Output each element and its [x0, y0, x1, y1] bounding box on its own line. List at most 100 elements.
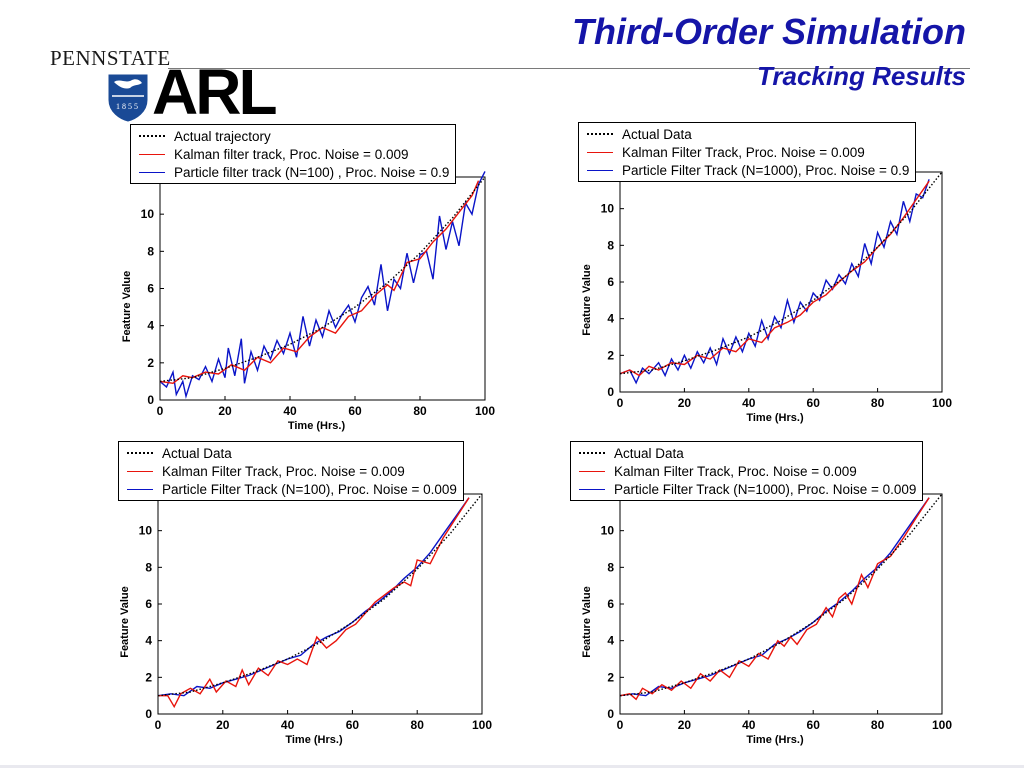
shield-year: 1855 [116, 102, 140, 111]
x-tick-label: 100 [932, 718, 952, 732]
x-tick-label: 60 [346, 718, 360, 732]
legend-swatch-dotted [139, 135, 165, 137]
series-line-actual [620, 171, 943, 375]
x-tick-label: 100 [475, 404, 495, 418]
legend-item-particle: Particle Filter Track (N=100), Proc. Noi… [127, 480, 457, 498]
x-tick-label: 60 [348, 404, 362, 418]
legend-item-actual: Actual Data [579, 444, 916, 462]
legend-swatch-blue [127, 488, 153, 490]
x-tick-label: 100 [472, 718, 492, 732]
y-tick-label: 6 [145, 597, 152, 611]
y-tick-label: 4 [147, 319, 154, 333]
x-tick-label: 20 [678, 396, 692, 410]
x-tick-label: 20 [218, 404, 232, 418]
x-tick-label: 20 [216, 718, 230, 732]
legend-item-kalman: Kalman Filter Track, Proc. Noise = 0.009 [579, 462, 916, 480]
legend-swatch-blue [587, 169, 613, 171]
y-tick-label: 10 [141, 207, 155, 221]
y-tick-label: 2 [147, 356, 154, 370]
x-tick-label: 0 [617, 718, 624, 732]
series-line-kalman [620, 180, 930, 377]
plot-frame [619, 493, 943, 715]
y-tick-label: 8 [145, 560, 152, 574]
y-tick-label: 8 [607, 560, 614, 574]
y-tick-label: 8 [607, 238, 614, 252]
legend-item-particle: Particle filter track (N=100) , Proc. No… [139, 163, 449, 181]
y-tick-label: 6 [607, 275, 614, 289]
y-tick-label: 6 [607, 597, 614, 611]
slide-title: Third-Order Simulation [571, 11, 966, 52]
y-tick-label: 2 [607, 348, 614, 362]
series-line-particle [620, 179, 930, 385]
x-tick-label: 0 [617, 396, 624, 410]
legend-bottom-left: Actual Data Kalman Filter Track, Proc. N… [118, 441, 464, 501]
series-line-kalman [158, 497, 470, 709]
pennstate-shield-icon: 1855 [108, 74, 148, 122]
series-line-particle [160, 171, 486, 400]
x-tick-label: 80 [871, 396, 885, 410]
y-axis-label: Feature Value [581, 264, 593, 336]
x-axis-label: Time (Hrs.) [288, 420, 346, 432]
legend-item-actual: Actual Data [587, 125, 909, 143]
legend-swatch-dotted [587, 133, 613, 135]
legend-top-right: Actual Data Kalman Filter Track, Proc. N… [578, 122, 917, 182]
x-tick-label: 40 [281, 718, 295, 732]
y-axis-label: Feature Value [581, 586, 593, 658]
series-line-actual [160, 176, 486, 383]
legend-swatch-dotted [579, 452, 605, 454]
header-divider [168, 68, 970, 69]
y-tick-label: 4 [145, 634, 152, 648]
x-tick-label: 100 [932, 396, 952, 410]
legend-item-kalman: Kalman filter track, Proc. Noise = 0.009 [139, 145, 449, 163]
series-line-particle [620, 497, 930, 697]
series-line-actual [158, 493, 483, 697]
y-tick-label: 6 [147, 282, 154, 296]
legend-swatch-red [127, 470, 153, 472]
y-tick-label: 10 [139, 524, 153, 538]
y-tick-label: 0 [607, 385, 614, 399]
series-line-actual [620, 493, 943, 697]
x-axis-label: Time (Hrs.) [285, 734, 343, 746]
y-axis-label: Feature Value [119, 586, 131, 658]
legend-item-actual: Actual trajectory [139, 127, 449, 145]
x-tick-label: 60 [807, 396, 821, 410]
footer-bar [0, 765, 1024, 768]
y-tick-label: 10 [601, 202, 615, 216]
y-tick-label: 4 [607, 634, 614, 648]
x-tick-label: 80 [413, 404, 427, 418]
y-tick-label: 10 [601, 524, 615, 538]
x-tick-label: 80 [411, 718, 425, 732]
legend-bottom-right: Actual Data Kalman Filter Track, Proc. N… [570, 441, 924, 501]
legend-item-particle: Particle Filter Track (N=1000), Proc. No… [579, 480, 916, 498]
legend-swatch-red [139, 153, 165, 155]
x-tick-label: 40 [742, 396, 756, 410]
legend-swatch-dotted [127, 452, 153, 454]
series-line-kalman [620, 497, 930, 701]
legend-swatch-blue [139, 171, 165, 173]
x-tick-label: 80 [871, 718, 885, 732]
slide-subtitle: Tracking Results [756, 61, 966, 91]
legend-item-kalman: Kalman Filter Track, Proc. Noise = 0.009 [587, 143, 909, 161]
x-tick-label: 0 [155, 718, 162, 732]
y-axis-label: Feature Value [121, 271, 133, 343]
legend-item-particle: Particle Filter Track (N=1000), Proc. No… [587, 161, 909, 179]
pennstate-logo: PENNSTATE [50, 46, 171, 70]
x-tick-label: 40 [283, 404, 297, 418]
legend-swatch-blue [579, 488, 605, 490]
y-tick-label: 8 [147, 244, 154, 258]
arl-logo: ARL [152, 56, 278, 128]
x-tick-label: 20 [678, 718, 692, 732]
x-axis-label: Time (Hrs.) [746, 734, 804, 746]
y-tick-label: 0 [147, 393, 154, 407]
x-tick-label: 0 [157, 404, 164, 418]
y-tick-label: 2 [607, 670, 614, 684]
legend-item-kalman: Kalman Filter Track, Proc. Noise = 0.009 [127, 462, 457, 480]
y-tick-label: 2 [145, 670, 152, 684]
legend-swatch-red [587, 151, 613, 153]
x-axis-label: Time (Hrs.) [746, 412, 804, 424]
legend-swatch-red [579, 470, 605, 472]
legend-item-actual: Actual Data [127, 444, 457, 462]
x-tick-label: 60 [807, 718, 821, 732]
legend-top-left: Actual trajectory Kalman filter track, P… [130, 124, 457, 184]
